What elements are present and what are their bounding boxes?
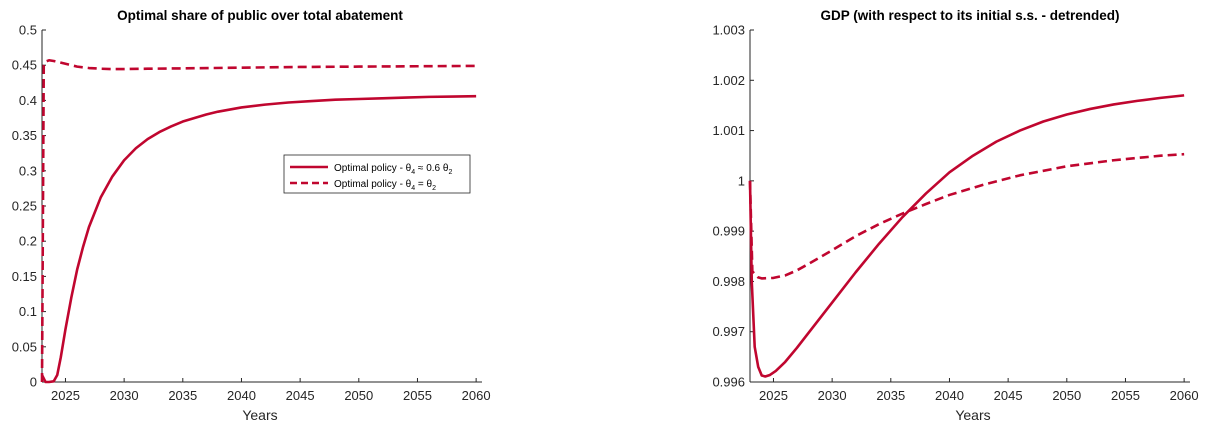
x-tick-label: 2055 <box>1111 388 1140 403</box>
y-tick-label: 0 <box>30 375 37 390</box>
y-tick-label: 0.998 <box>712 274 745 289</box>
x-tick-label: 2060 <box>462 388 491 403</box>
x-tick-label: 2025 <box>759 388 788 403</box>
x-tick-label: 2030 <box>110 388 139 403</box>
y-tick-label: 1.003 <box>712 23 745 38</box>
y-tick-label: 0.45 <box>12 58 37 73</box>
y-tick-label: 0.1 <box>19 304 37 319</box>
legend: Optimal policy - θ4 ≈ 0.6 θ2 Optimal pol… <box>283 154 471 194</box>
series-line-dashed <box>748 152 1185 280</box>
y-tick-label: 0.4 <box>19 93 37 108</box>
series-line-solid <box>40 94 477 384</box>
y-tick-label: 1 <box>738 173 745 188</box>
y-tick-label: 0.997 <box>712 324 745 339</box>
series-line-solid <box>748 94 1185 378</box>
x-tick-label: 2040 <box>935 388 964 403</box>
x-axis-title: Years <box>955 407 990 423</box>
y-tick-label: 0.996 <box>712 375 745 390</box>
y-tick-label: 0.35 <box>12 128 37 143</box>
x-tick-label: 2045 <box>286 388 315 403</box>
plot-area: 0 0.05 0.1 0.15 0.2 0.25 0.3 0.35 0.4 0.45 0.5 2025… <box>12 23 491 404</box>
x-tick-label: 2030 <box>818 388 847 403</box>
y-tick-label: 0.5 <box>19 23 37 38</box>
y-tick-label: 0.05 <box>12 339 37 354</box>
x-tick-label: 2050 <box>344 388 373 403</box>
x-tick-label: 2055 <box>403 388 432 403</box>
y-tick-label: 0.999 <box>712 224 745 239</box>
legend-label-1: Optimal policy - θ4 = θ2 <box>334 179 436 192</box>
y-tick-label: 0.15 <box>12 269 37 284</box>
chart-title: GDP (with respect to its initial s.s. - … <box>820 8 1119 23</box>
plot-area: 0.996 0.997 0.998 0.999 1 1.001 1.002 1.003 2025… <box>712 23 1198 404</box>
chart-public-share: Optimal share of public over total abate… <box>12 8 491 423</box>
chart-gdp: GDP (with respect to its initial s.s. - … <box>712 8 1198 423</box>
y-tick-label: 0.25 <box>12 199 37 214</box>
y-tick-label: 1.002 <box>712 73 745 88</box>
x-tick-label: 2050 <box>1052 388 1081 403</box>
x-tick-label: 2060 <box>1170 388 1199 403</box>
x-tick-label: 2025 <box>51 388 80 403</box>
x-tick-label: 2035 <box>876 388 905 403</box>
x-tick-label: 2045 <box>994 388 1023 403</box>
legend-label-0: Optimal policy - θ4 ≈ 0.6 θ2 <box>334 163 452 176</box>
y-tick-label: 1.001 <box>712 123 745 138</box>
chart-title: Optimal share of public over total abate… <box>117 8 403 23</box>
x-tick-label: 2035 <box>168 388 197 403</box>
y-tick-label: 0.3 <box>19 163 37 178</box>
x-tick-label: 2040 <box>227 388 256 403</box>
legend-box <box>283 154 471 194</box>
series-line-dashed <box>40 58 477 383</box>
y-tick-label: 0.2 <box>19 234 37 249</box>
x-axis-title: Years <box>242 407 277 423</box>
